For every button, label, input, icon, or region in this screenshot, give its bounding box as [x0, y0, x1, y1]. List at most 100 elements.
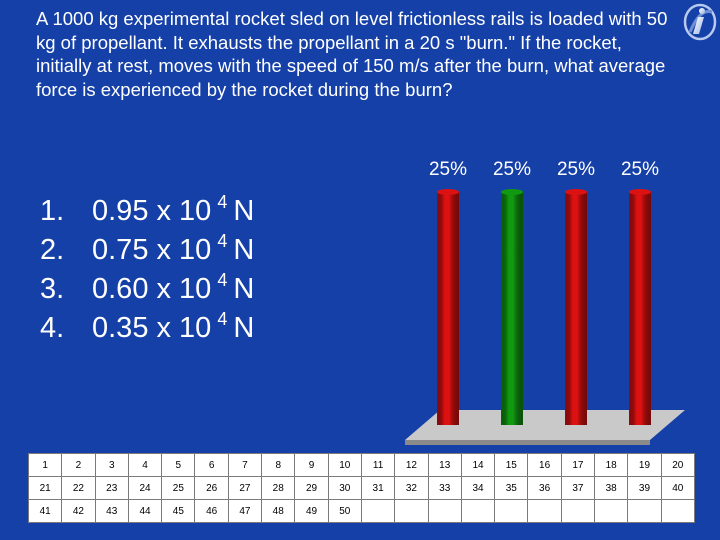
grid-row: 21 22 23 24 25 26 27 28 29 30 31 32 33 34 35 36 37 38 39 40: [27, 476, 695, 500]
value-label-3: 25%: [557, 159, 595, 180]
grid-cell: 40: [660, 476, 695, 500]
grid-cell: [627, 499, 662, 523]
grid-cell: [360, 499, 396, 523]
grid-cell: 26: [194, 476, 229, 500]
option-3[interactable]: 3. 0.60 x 10 4 N: [40, 270, 254, 309]
grid-cell: 8: [261, 453, 296, 477]
grid-cell: 47: [227, 499, 263, 523]
chart-floor-edge: [405, 440, 650, 445]
value-label-1: 25%: [429, 159, 467, 180]
grid-cell: 30: [327, 476, 362, 500]
grid-cell: 43: [94, 499, 129, 523]
grid-cell: 18: [594, 453, 629, 477]
option-value: 0.95 x 10: [92, 195, 212, 227]
grid-cell: 19: [627, 453, 662, 477]
response-bar-chart: 25%125%225%325%4: [405, 159, 685, 445]
grid-cell: 32: [394, 476, 429, 500]
grid-cell: 49: [294, 499, 329, 523]
grid-cell: 31: [360, 476, 396, 500]
option-number: 3.: [40, 273, 65, 305]
answer-options: 1. 0.95 x 10 4 N 2. 0.75 x 10 4 N 3. 0.6…: [40, 192, 254, 348]
grid-cell: 13: [427, 453, 462, 477]
option-unit: N: [233, 273, 255, 305]
grid-cell: 4: [127, 453, 163, 477]
grid-cell: 41: [27, 499, 63, 523]
chart-floor: [405, 410, 685, 440]
grid-row: 41 42 43 44 45 46 47 48 49 50: [27, 499, 695, 523]
grid-cell: 1: [27, 453, 63, 477]
grid-cell: 44: [127, 499, 163, 523]
grid-cell: 3: [94, 453, 129, 477]
grid-cell: [527, 499, 562, 523]
grid-cell: 7: [227, 453, 263, 477]
bar-shade-3: [565, 192, 587, 425]
grid-cell: 39: [627, 476, 662, 500]
bar-top-3: [565, 189, 587, 195]
bar-shade-1: [437, 192, 459, 425]
grid-cell: 22: [61, 476, 96, 500]
grid-cell: 11: [360, 453, 396, 477]
grid-cell: 28: [261, 476, 296, 500]
value-label-2: 25%: [493, 159, 531, 180]
option-number: 1.: [40, 195, 65, 227]
i-clicker-logo-icon: [683, 3, 717, 41]
grid-cell: 23: [94, 476, 129, 500]
grid-cell: 20: [660, 453, 695, 477]
response-grid: 1 2 3 4 5 6 7 8 9 10 11 12 13 14 15 16 17 18 19 20 21 22 23 24 2…: [27, 453, 695, 523]
grid-cell: 48: [261, 499, 296, 523]
grid-cell: 50: [327, 499, 362, 523]
grid-cell: [594, 499, 629, 523]
grid-cell: 27: [227, 476, 263, 500]
grid-cell: [494, 499, 529, 523]
grid-cell: 14: [460, 453, 496, 477]
grid-cell: 36: [527, 476, 562, 500]
option-number: 2.: [40, 234, 65, 266]
grid-cell: 35: [494, 476, 529, 500]
option-value: 0.60 x 10: [92, 273, 212, 305]
option-2[interactable]: 2. 0.75 x 10 4 N: [40, 231, 254, 270]
option-value: 0.75 x 10: [92, 234, 212, 266]
grid-cell: 45: [161, 499, 196, 523]
grid-cell: [560, 499, 596, 523]
option-number: 4.: [40, 312, 65, 344]
bar-top-4: [629, 189, 651, 195]
grid-cell: 38: [594, 476, 629, 500]
grid-cell: 24: [127, 476, 163, 500]
grid-cell: [660, 499, 695, 523]
option-unit: N: [233, 234, 255, 266]
grid-cell: 9: [294, 453, 329, 477]
value-label-4: 25%: [621, 159, 659, 180]
grid-cell: [427, 499, 462, 523]
option-exponent: 4: [217, 309, 228, 329]
question-text: A 1000 kg experimental rocket sled on le…: [36, 8, 668, 100]
grid-cell: 17: [560, 453, 596, 477]
bar-top-2: [501, 189, 523, 195]
grid-cell: [460, 499, 496, 523]
grid-cell: 15: [494, 453, 529, 477]
bar-top-1: [437, 189, 459, 195]
grid-cell: 10: [327, 453, 362, 477]
bar-shade-4: [629, 192, 651, 425]
grid-cell: 5: [161, 453, 196, 477]
option-exponent: 4: [217, 231, 228, 251]
grid-cell: 37: [560, 476, 596, 500]
grid-cell: [394, 499, 429, 523]
option-exponent: 4: [217, 192, 228, 212]
option-exponent: 4: [217, 270, 228, 290]
option-1[interactable]: 1. 0.95 x 10 4 N: [40, 192, 254, 231]
grid-cell: 21: [27, 476, 63, 500]
grid-cell: 42: [61, 499, 96, 523]
option-value: 0.35 x 10: [92, 312, 212, 344]
grid-cell: 12: [394, 453, 429, 477]
grid-row: 1 2 3 4 5 6 7 8 9 10 11 12 13 14 15 16 17 18 19 20: [27, 453, 695, 477]
grid-cell: 46: [194, 499, 229, 523]
grid-cell: 2: [61, 453, 96, 477]
grid-cell: 25: [161, 476, 196, 500]
option-unit: N: [233, 195, 255, 227]
grid-cell: 29: [294, 476, 329, 500]
bar-shade-2: [501, 192, 523, 425]
grid-cell: 34: [460, 476, 496, 500]
grid-cell: 6: [194, 453, 229, 477]
option-4[interactable]: 4. 0.35 x 10 4 N: [40, 309, 254, 348]
grid-cell: 16: [527, 453, 562, 477]
